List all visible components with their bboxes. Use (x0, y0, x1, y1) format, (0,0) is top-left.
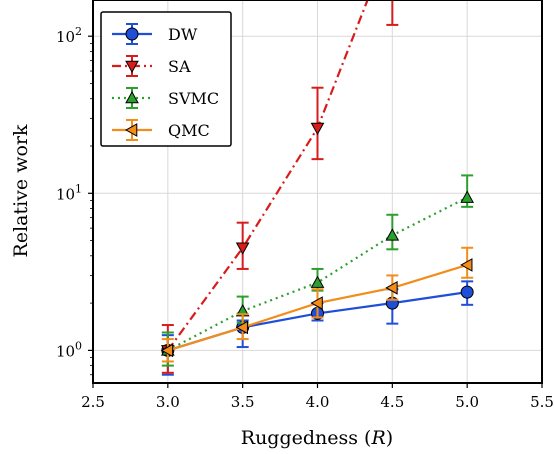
legend: DW SA SVMC QMC (100, 11, 232, 147)
x-tick-label: 3.0 (156, 393, 180, 411)
legend-marker (125, 90, 139, 104)
data-point (310, 122, 325, 136)
data-point (385, 281, 398, 295)
data-point (460, 190, 475, 203)
legend-marker (125, 27, 139, 41)
data-point (460, 285, 474, 299)
series-qmc (160, 246, 474, 363)
legend-item-sa: SA (112, 55, 191, 77)
data-point (160, 343, 174, 358)
y-tick-label: 102 (56, 25, 82, 46)
y-axis-label: Relative work (10, 124, 32, 257)
data-point (385, 228, 400, 241)
x-axis-label: Ruggedness (R) (241, 427, 393, 449)
x-tick-label: 3.5 (231, 393, 255, 411)
legend-label: SVMC (168, 89, 219, 108)
series-layer (160, 0, 475, 376)
x-tick-label: 2.5 (81, 393, 105, 411)
legend-box (100, 11, 232, 147)
legend-label: QMC (168, 121, 210, 140)
y-tick-label: 101 (56, 182, 82, 203)
series-sa (160, 0, 399, 374)
legend-label: DW (168, 25, 198, 44)
legend-item-qmc: QMC (112, 119, 210, 141)
legend-marker (125, 60, 139, 74)
ticks: 2.5 3.0 3.5 4.0 4.5 5.0 5.5 100 101 102 (56, 25, 554, 411)
x-tick-label: 4.5 (380, 393, 404, 411)
legend-label: SA (168, 57, 191, 76)
data-point (310, 275, 325, 288)
data-point (235, 242, 250, 255)
data-point (235, 320, 248, 335)
x-tick-label: 5.5 (530, 393, 554, 411)
legend-item-dw: DW (112, 23, 198, 45)
x-tick-label: 5.0 (455, 393, 479, 411)
legend-marker (124, 123, 138, 137)
legend-item-svmc: SVMC (112, 87, 219, 109)
x-tick-label: 4.0 (306, 393, 330, 411)
y-tick-label: 100 (56, 339, 82, 360)
data-point (460, 258, 473, 272)
data-point (310, 296, 323, 310)
